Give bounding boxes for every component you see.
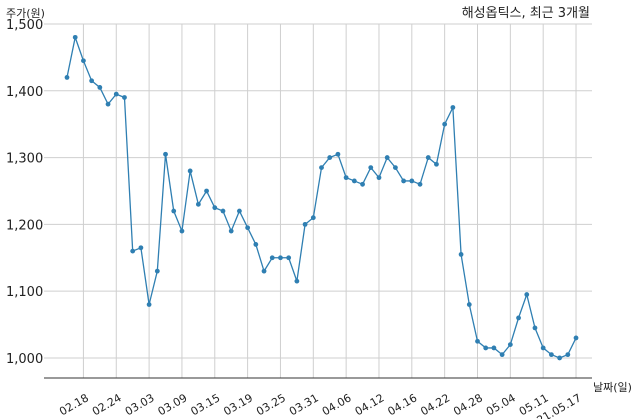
data-point — [335, 151, 341, 157]
data-point — [393, 165, 398, 171]
data-point — [105, 101, 111, 107]
data-point — [64, 75, 70, 80]
x-tick-label: 04.28 — [451, 391, 485, 418]
x-tick-label: 03.03 — [123, 391, 157, 418]
data-point — [557, 355, 562, 361]
data-point — [302, 221, 308, 227]
y-axis-label: 주가(원) — [6, 7, 45, 20]
x-tick-label: 02.24 — [90, 391, 124, 418]
y-tick-labels: 1,000 1,100 1,200 1,300 1,400 1,500 — [6, 18, 43, 367]
data-point — [204, 188, 209, 194]
y-tick-label: 1,500 — [6, 18, 43, 33]
y-tick-label: 1,400 — [6, 85, 43, 100]
x-tick-label: 02.18 — [57, 391, 91, 418]
data-point — [220, 208, 226, 214]
data-point — [228, 228, 234, 234]
data-point — [72, 34, 78, 40]
data-point — [154, 268, 160, 274]
data-point — [294, 278, 300, 284]
data-point — [212, 205, 218, 211]
x-tick-label: 04.06 — [320, 391, 354, 418]
data-point — [425, 155, 431, 160]
x-tick-label: 03.19 — [221, 391, 255, 418]
data-point — [360, 181, 365, 187]
data-point — [163, 151, 168, 157]
x-tick-label: 04.22 — [418, 391, 452, 418]
data-point — [245, 225, 251, 231]
price-series-line — [66, 34, 577, 359]
data-point — [179, 228, 185, 234]
x-tick-labels: 02.18 02.24 03.03 03.09 03.15 03.19 03.25 03.31… — [57, 391, 583, 419]
data-point — [319, 165, 324, 171]
data-point — [171, 208, 177, 214]
data-point — [417, 181, 423, 187]
data-point — [113, 91, 119, 97]
y-tick-label: 1,300 — [6, 152, 43, 167]
data-point — [548, 352, 554, 358]
x-tick-label: 05.04 — [484, 391, 518, 418]
x-tick-label: 03.25 — [254, 391, 288, 418]
data-point — [81, 58, 86, 64]
data-point — [122, 95, 127, 100]
data-point — [466, 302, 472, 307]
data-point — [278, 255, 283, 261]
x-axis-label: 날짜(일) — [593, 380, 632, 394]
y-tick-label: 1,200 — [6, 218, 43, 233]
data-point — [409, 178, 415, 184]
data-point — [130, 248, 136, 254]
data-point — [491, 345, 497, 351]
data-point — [384, 155, 390, 160]
data-point — [565, 352, 571, 358]
data-point — [573, 335, 579, 341]
data-point — [368, 165, 374, 171]
data-point — [310, 215, 316, 221]
data-point — [401, 178, 407, 184]
data-point — [499, 352, 505, 358]
data-point — [187, 168, 193, 174]
y-tick-label: 1,000 — [6, 352, 43, 367]
data-point — [97, 85, 103, 90]
chart-title: 해성옵틱스, 최근 3개월 — [462, 6, 590, 21]
price-data-points — [64, 34, 579, 361]
data-point — [261, 268, 267, 274]
data-point — [458, 252, 464, 257]
data-point — [195, 201, 201, 207]
data-point — [89, 78, 95, 84]
data-point — [351, 178, 357, 184]
data-point — [450, 105, 456, 110]
data-point — [269, 255, 275, 261]
data-point — [442, 121, 448, 127]
data-point — [286, 255, 292, 261]
x-tick-label: 04.16 — [386, 391, 420, 418]
data-point — [540, 345, 546, 351]
data-point — [327, 155, 333, 160]
data-point — [532, 325, 538, 331]
grid-lines — [44, 23, 592, 378]
data-point — [475, 338, 480, 344]
data-point — [483, 345, 489, 351]
data-point — [138, 245, 144, 251]
y-tick-label: 1,100 — [6, 285, 43, 300]
data-point — [237, 208, 242, 214]
x-tick-label: 03.09 — [156, 391, 190, 418]
x-tick-label: 04.12 — [353, 391, 387, 418]
data-point — [516, 315, 521, 321]
data-point — [146, 302, 152, 307]
data-point — [376, 175, 382, 181]
data-point — [524, 292, 530, 297]
data-point — [343, 175, 349, 181]
x-tick-label: 03.15 — [189, 391, 223, 418]
x-tick-label: 03.31 — [287, 391, 321, 418]
data-point — [253, 242, 259, 247]
data-point — [507, 342, 513, 347]
data-point — [434, 161, 439, 167]
